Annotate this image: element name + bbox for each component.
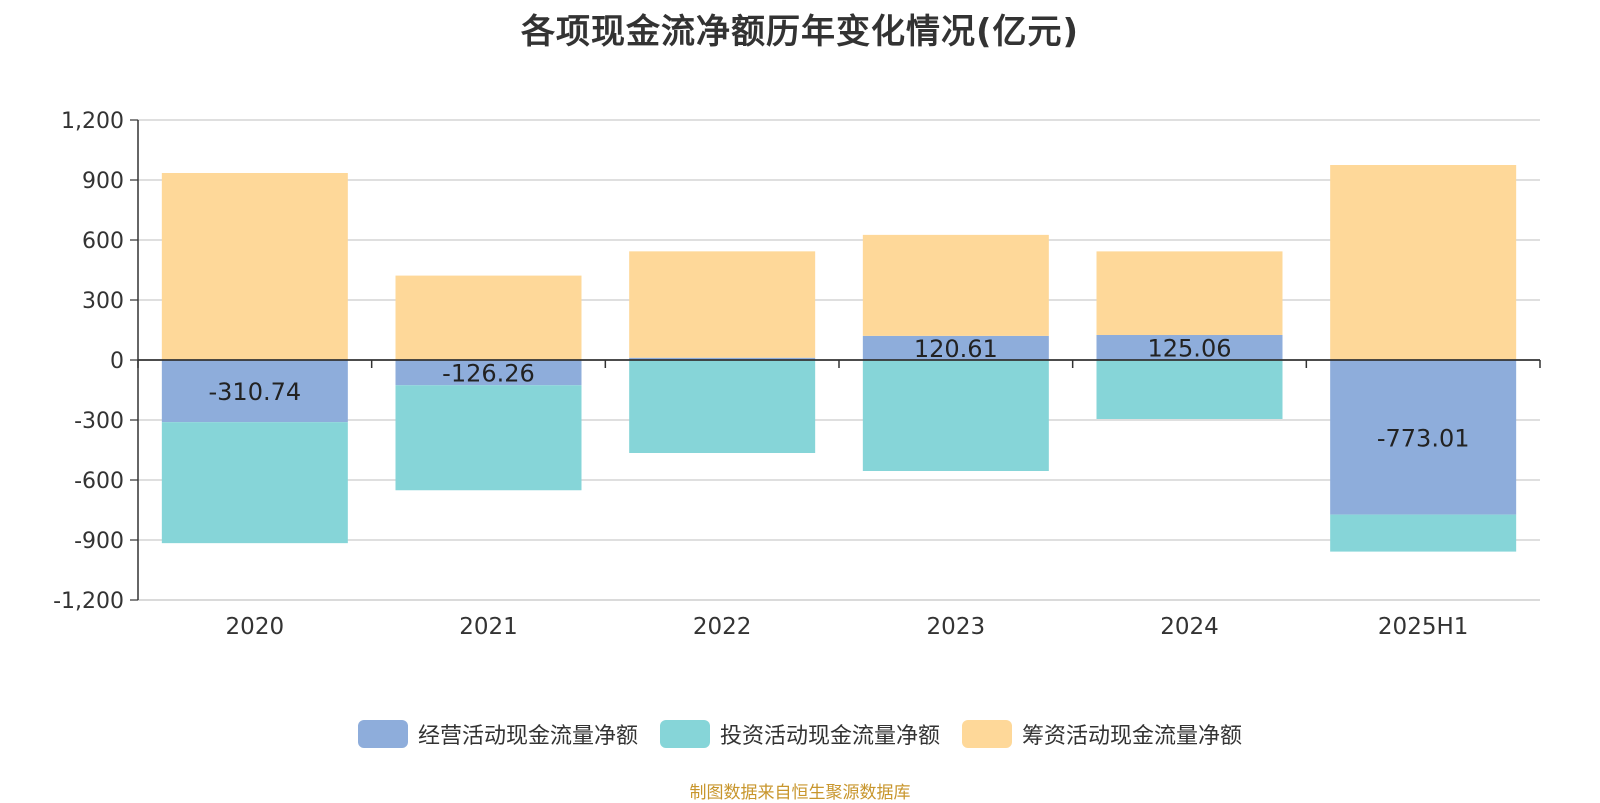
bar-financing-2025H1[interactable] [1330,165,1517,360]
bar-financing-2020[interactable] [161,173,348,360]
bar-operating-2021[interactable] [395,360,582,386]
gridlines [138,119,1540,601]
y-tick-label: 900 [82,169,124,194]
y-tick-label: 0 [110,349,124,374]
legend-label-operating: 经营活动现金流量净额 [417,724,638,749]
x-tick-label: 2023 [927,614,986,640]
bar-investing-2021[interactable] [395,385,582,491]
data-label-operating-2021: -126.26 [442,360,535,388]
data-label-operating-2020: -310.74 [209,378,302,406]
bar-investing-2024[interactable] [1096,360,1283,419]
bar-investing-2023[interactable] [862,360,1049,471]
bar-operating-2020[interactable] [161,360,348,423]
y-tick-label: -1,200 [53,589,124,614]
bar-financing-2023[interactable] [862,234,1049,336]
x-tick-label: 2024 [1160,614,1219,640]
bar-operating-2024[interactable] [1096,334,1283,360]
y-tick-label: -600 [74,469,124,494]
bar-operating-2022[interactable] [629,357,816,360]
legend-swatch-operating [357,720,408,748]
bar-operating-2023[interactable] [862,335,1049,360]
bars [161,165,1517,552]
x-tick-label: 2020 [226,614,285,640]
legend-swatch-investing [659,720,710,748]
data-label-operating-2023: 120.61 [914,335,998,363]
legend-item-investing[interactable]: 投资活动现金流量净额 [659,718,940,750]
bar-financing-2024[interactable] [1096,251,1283,335]
legend-item-financing[interactable]: 筹资活动现金流量净额 [962,718,1242,750]
y-tick-label: 300 [82,289,124,314]
data-label-operating-2024: 125.06 [1148,334,1232,362]
bar-operating-2025H1[interactable] [1330,360,1517,515]
legend-swatch-financing [962,720,1012,748]
bar-financing-2022[interactable] [629,251,816,358]
legend-label-investing: 投资活动现金流量净额 [719,724,940,749]
x-tick-label: 2025H1 [1378,614,1468,640]
y-tick-label: -300 [74,409,124,434]
bar-investing-2025H1[interactable] [1330,514,1517,552]
data-label-operating-2025H1: -773.01 [1377,424,1470,452]
legend: 经营活动现金流量净额 投资活动现金流量净额 筹资活动现金流量净额 [0,718,1600,750]
data-labels: -310.74 -126.26 120.61 125.06 -773.01 [209,334,1470,452]
x-tick-label: 2022 [693,614,752,640]
chart-title: 各项现金流净额历年变化情况(亿元) [520,12,1080,52]
legend-item-operating[interactable]: 经营活动现金流量净额 [357,718,638,750]
bar-financing-2021[interactable] [395,275,582,360]
y-tick-label: -900 [74,529,124,554]
source-note: 制图数据来自恒生聚源数据库 [689,783,911,803]
bar-investing-2020[interactable] [161,422,348,544]
y-tick-label: 600 [82,229,124,254]
legend-label-financing: 筹资活动现金流量净额 [1022,724,1243,749]
bar-investing-2022[interactable] [629,360,816,453]
axes: 1,200 900 600 300 0 -300 -600 -900 -1,200 2020 202… [53,109,1541,640]
x-tick-label: 2021 [459,614,518,640]
y-tick-label: 1,200 [61,109,124,134]
